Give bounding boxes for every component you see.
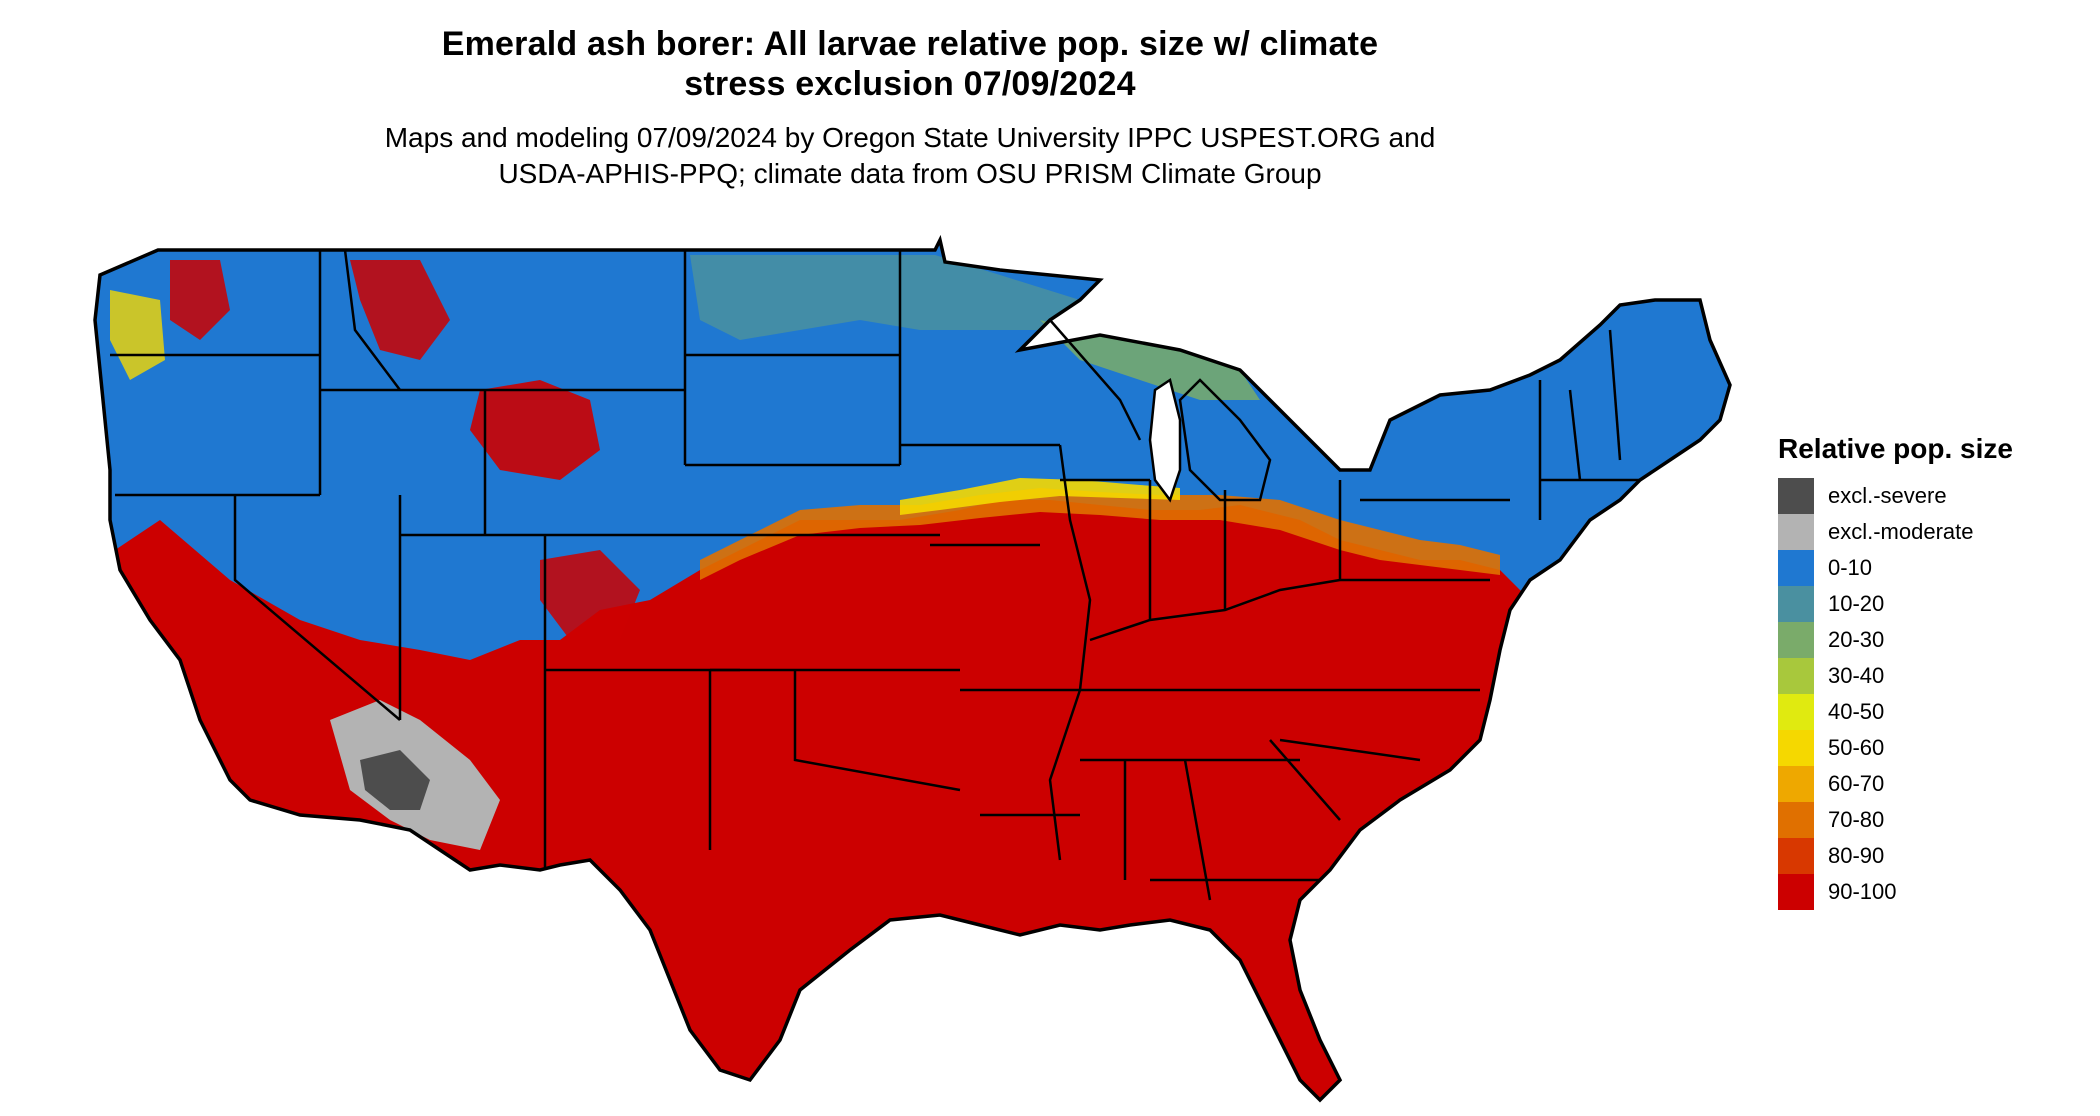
legend-label: 40-50 — [1828, 699, 1885, 724]
region-green-lakes — [1040, 320, 1260, 400]
region-yellow-northwest — [110, 290, 165, 380]
legend-item: excl.-severe — [1778, 478, 2078, 514]
border-ok-tx — [793, 670, 961, 792]
legend-swatch — [1778, 622, 1814, 658]
legend: Relative pop. size excl.-severe excl.-mod… — [1778, 432, 2078, 910]
map-title: Emerald ash borer: All larvae relative p… — [240, 24, 1580, 192]
region-west-red-cascades — [170, 260, 230, 340]
region-teal-north — [690, 255, 1080, 340]
legend-label: excl.-severe — [1828, 483, 1947, 508]
legend-swatch — [1778, 478, 1814, 514]
region-west-red-idaho — [350, 260, 450, 360]
legend-label: 0-10 — [1828, 555, 1873, 580]
region-south-red — [95, 500, 1600, 1100]
lake-michigan-water — [1148, 377, 1182, 503]
legend-swatch — [1778, 802, 1814, 838]
legend-item: 10-20 — [1778, 586, 2078, 622]
legend-item: excl.-moderate — [1778, 514, 2078, 550]
region-west-red-california — [160, 540, 320, 810]
legend-swatch — [1778, 730, 1814, 766]
legend-label: 70-80 — [1828, 807, 1885, 832]
legend-swatch — [1778, 550, 1814, 586]
state-borders — [93, 234, 1732, 1103]
legend-item: 70-80 — [1778, 802, 2078, 838]
legend-swatch — [1778, 694, 1814, 730]
map-subtitle: Maps and modeling 07/09/2024 by Oregon S… — [240, 120, 1580, 192]
border-mississippi-river — [1048, 444, 1092, 861]
legend-label: 30-40 — [1828, 663, 1885, 688]
legend-swatch — [1778, 514, 1814, 550]
legend-label: 90-100 — [1828, 879, 1897, 904]
legend-swatch — [1778, 874, 1814, 910]
legend-swatch — [1778, 586, 1814, 622]
legend-item: 50-60 — [1778, 730, 2078, 766]
border-al-ga — [1183, 759, 1212, 901]
region-yellow-band — [900, 478, 1180, 515]
border-wy — [483, 388, 685, 535]
legend-item: 20-30 — [1778, 622, 2078, 658]
legend-item: 30-40 — [1778, 658, 2078, 694]
legend-item: 90-100 — [1778, 874, 2078, 910]
border-vt-nh — [1568, 389, 1582, 481]
border-mi-wi — [1049, 319, 1142, 441]
region-west-red-colorado — [540, 550, 640, 640]
legend-item: 80-90 — [1778, 838, 2078, 874]
legend-label: 60-70 — [1828, 771, 1885, 796]
region-excl-severe — [360, 750, 430, 810]
border-ga-sc — [1269, 739, 1341, 821]
legend-title: Relative pop. size — [1778, 433, 2013, 464]
border-nv-ca — [233, 495, 401, 721]
border-nc-sc — [1279, 738, 1421, 762]
legend-label: 10-20 — [1828, 591, 1885, 616]
border-id-mt — [343, 249, 401, 391]
subtitle-line-1: Maps and modeling 07/09/2024 by Oregon S… — [384, 122, 1436, 153]
legend-swatch — [1778, 838, 1814, 874]
legend-item: 0-10 — [1778, 550, 2078, 586]
legend-label: 20-30 — [1828, 627, 1885, 652]
legend-label: 80-90 — [1828, 843, 1885, 868]
title-line-2: stress exclusion 07/09/2024 — [684, 65, 1136, 103]
lake-michigan — [1148, 377, 1182, 503]
us-outline — [93, 234, 1732, 1103]
legend-swatch — [1778, 658, 1814, 694]
subtitle-line-2: USDA-APHIS-PPQ; climate data from OSU PR… — [498, 158, 1322, 189]
region-west-red-rockies — [470, 380, 600, 480]
border-co — [543, 535, 740, 672]
legend-swatch — [1778, 766, 1814, 802]
legend-item: 60-70 — [1778, 766, 2078, 802]
legend-label: excl.-moderate — [1828, 519, 1974, 544]
legend-items: excl.-severe excl.-moderate 0-10 10-20 20-30… — [1778, 478, 2078, 910]
border-nh-me — [1608, 329, 1622, 461]
title-line-1: Emerald ash borer: All larvae relative p… — [441, 25, 1379, 63]
legend-item: 40-50 — [1778, 694, 2078, 730]
border-ohio-river — [1089, 578, 1341, 642]
border-michigan-lp — [1178, 378, 1272, 502]
legend-label: 50-60 — [1828, 735, 1885, 760]
